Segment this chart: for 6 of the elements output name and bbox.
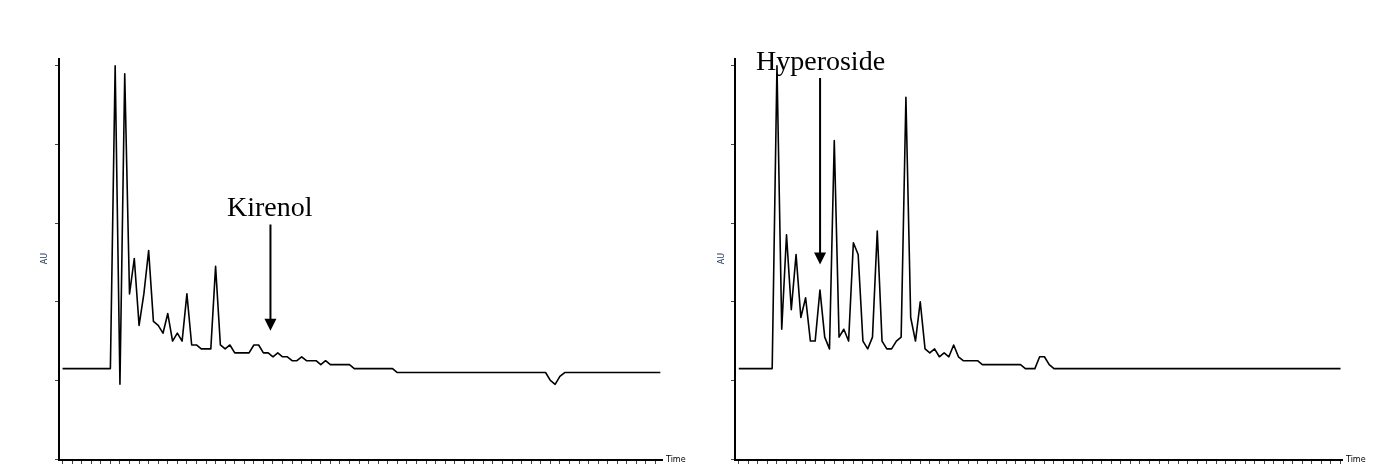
x-axis-title: Time	[1345, 455, 1366, 464]
annotation: Kirenol	[227, 191, 313, 222]
annotation: Hyperoside	[756, 45, 886, 76]
y-axis-title: AU	[40, 252, 50, 265]
x-axis-title: Time	[665, 455, 686, 464]
y-axis-title: AU	[716, 252, 726, 265]
